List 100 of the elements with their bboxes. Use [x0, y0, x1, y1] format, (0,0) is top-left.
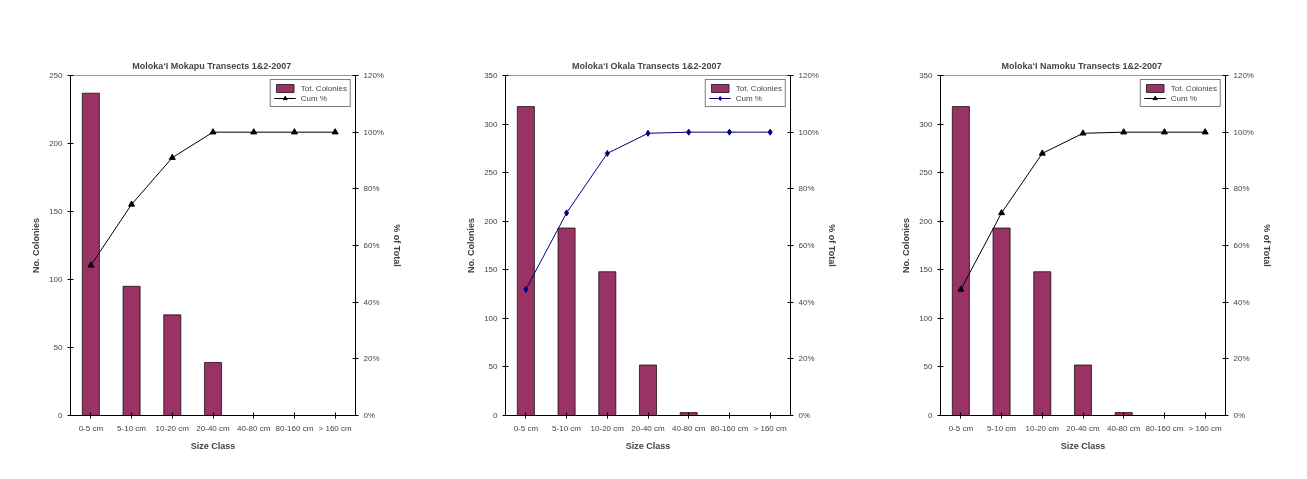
y-tick-label: 300	[484, 119, 499, 129]
x-tick-label: 80-160 cm	[275, 423, 314, 433]
x-tick-label: 0-5 cm	[78, 423, 104, 433]
y-tick-label: 0	[58, 411, 64, 420]
chart-title: Moloka‘I Okala Transects 1&2-2007	[571, 60, 722, 71]
y-tick-label: 250	[49, 71, 64, 80]
point	[331, 128, 339, 135]
point	[604, 149, 610, 157]
x-tick-label: 40-80 cm	[1107, 423, 1141, 433]
y2-tick-label: 80%	[798, 184, 815, 194]
y-axis-title: No. Colonies	[901, 217, 912, 273]
point	[523, 285, 529, 293]
x-axis-title: Size Class	[190, 440, 236, 451]
x-tick-label: 10-20 cm	[1025, 423, 1060, 433]
y2-tick-label: 60%	[363, 241, 380, 250]
y2-tick-label: 20%	[798, 354, 815, 364]
x-tick-label: 5-10 cm	[552, 423, 582, 433]
x-tick-label: > 160 cm	[1188, 423, 1223, 433]
point	[998, 208, 1006, 216]
y2-axis-title: % of Total	[826, 224, 837, 267]
y2-tick-label: 120%	[798, 71, 819, 80]
chart-title: Moloka‘I Namoku Transects 1&2-2007	[1001, 60, 1163, 71]
x-axis-title: Size Class	[625, 440, 671, 451]
point	[686, 128, 692, 136]
x-axis-title: Size Class	[1060, 440, 1106, 451]
y2-tick-label: 80%	[363, 184, 380, 194]
y-tick-label: 50	[53, 343, 64, 352]
x-tick-label: 40-80 cm	[237, 423, 271, 433]
y2-tick-label: 0%	[1233, 411, 1246, 420]
y2-axis-title: % of Total	[1261, 224, 1272, 267]
point	[128, 200, 136, 207]
point	[957, 285, 965, 292]
y-tick-label: 150	[919, 265, 934, 275]
x-tick-label: 5-10 cm	[987, 423, 1017, 433]
point	[1201, 128, 1209, 135]
x-tick-label: > 160 cm	[318, 423, 353, 433]
y2-tick-label: 100%	[798, 127, 819, 137]
point	[87, 261, 95, 268]
x-tick-label: 20-40 cm	[196, 423, 231, 433]
x-tick-label: 80-160 cm	[1145, 423, 1184, 433]
chart-title: Moloka‘I Mokapu Transects 1&2-2007	[132, 60, 292, 71]
y-tick-label: 50	[488, 362, 499, 372]
point	[564, 209, 570, 217]
y-tick-label: 200	[919, 216, 934, 226]
point	[1120, 128, 1128, 135]
y-tick-label: 100	[484, 313, 499, 323]
x-tick-label: > 160 cm	[753, 423, 788, 433]
y2-tick-label: 100%	[1233, 127, 1254, 137]
y-axis-title: No. Colonies	[466, 217, 477, 273]
y-tick-label: 200	[484, 216, 499, 226]
x-tick-label: 40-80 cm	[672, 423, 706, 433]
x-tick-label: 5-10 cm	[117, 423, 147, 433]
y2-tick-label: 120%	[1233, 71, 1254, 80]
legend-label: Tot. Colonies	[300, 83, 347, 93]
point	[767, 128, 773, 136]
x-tick-label: 80-160 cm	[710, 423, 749, 433]
y-tick-label: 0	[493, 411, 499, 420]
y2-tick-label: 60%	[798, 241, 815, 250]
y-tick-label: 200	[49, 139, 64, 148]
y-tick-label: 350	[484, 71, 499, 80]
y2-tick-label: 40%	[1233, 297, 1250, 307]
y-tick-label: 50	[923, 362, 934, 372]
x-tick-label: 20-40 cm	[1066, 423, 1101, 433]
y-tick-label: 350	[919, 71, 934, 80]
y2-tick-label: 0%	[363, 411, 376, 420]
point	[1079, 129, 1087, 136]
point	[290, 128, 298, 135]
y2-tick-label: 60%	[1233, 241, 1250, 250]
x-tick-label: 0-5 cm	[513, 423, 539, 433]
legend-label: Cum %	[300, 93, 327, 103]
legend-label: Cum %	[735, 93, 762, 103]
y2-tick-label: 20%	[363, 354, 380, 364]
y2-tick-label: 40%	[798, 297, 815, 307]
legend-label: Tot. Colonies	[735, 83, 782, 93]
legend-label: Cum %	[1170, 93, 1197, 103]
x-tick-label: 20-40 cm	[631, 423, 666, 433]
y2-tick-label: 40%	[363, 297, 380, 307]
point	[645, 129, 651, 137]
x-tick-label: 10-20 cm	[590, 423, 625, 433]
x-tick-label: 0-5 cm	[948, 423, 974, 433]
y-tick-label: 0	[928, 411, 934, 420]
y2-tick-label: 80%	[1233, 184, 1250, 194]
y-tick-label: 150	[484, 265, 499, 275]
point	[168, 153, 176, 160]
point	[250, 128, 258, 135]
y-tick-label: 250	[919, 168, 934, 178]
point	[209, 128, 217, 135]
point	[1038, 149, 1046, 156]
y2-tick-label: 0%	[798, 411, 811, 420]
y-axis-title: No. Colonies	[31, 217, 42, 273]
y2-axis-title: % of Total	[391, 224, 402, 267]
legend-label: Tot. Colonies	[1170, 83, 1217, 93]
point	[1160, 128, 1168, 135]
y2-tick-label: 120%	[363, 71, 384, 80]
y-tick-label: 250	[484, 168, 499, 178]
point	[726, 128, 732, 136]
y-tick-label: 100	[919, 313, 934, 323]
y-tick-label: 150	[49, 207, 64, 216]
y2-tick-label: 100%	[363, 127, 384, 137]
y2-tick-label: 20%	[1233, 354, 1250, 364]
